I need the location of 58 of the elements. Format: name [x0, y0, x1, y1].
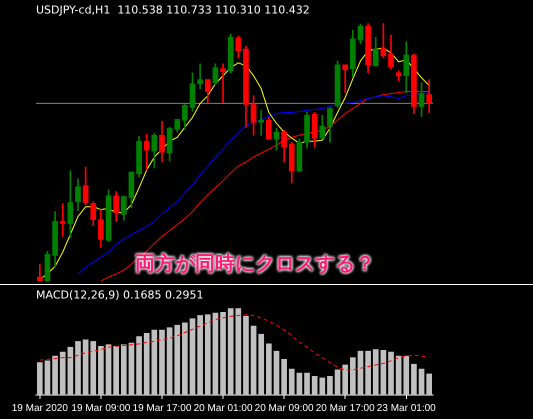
bar — [243, 316, 249, 395]
bar — [190, 318, 196, 395]
bar — [212, 312, 218, 395]
bar — [113, 346, 119, 395]
bar — [304, 372, 310, 395]
bar — [319, 378, 326, 395]
bar — [388, 352, 394, 395]
x-tick-label: 19 Mar 2020 — [12, 402, 68, 414]
bar — [60, 352, 66, 395]
bar — [342, 364, 348, 395]
chart-title: USDJPY-cd,H1 110.538 110.733 110.310 110.432 — [36, 3, 310, 16]
bar — [152, 330, 158, 395]
bar — [266, 344, 272, 395]
bar — [52, 356, 58, 395]
bar — [426, 374, 432, 395]
bar — [418, 368, 424, 395]
bar — [120, 344, 127, 395]
bar — [274, 350, 280, 395]
bar — [258, 334, 264, 395]
bar — [312, 376, 318, 395]
bar — [82, 339, 88, 395]
x-tick-label: 20 Mar 01:00 — [194, 402, 253, 414]
bar — [281, 358, 287, 395]
bar — [75, 341, 81, 395]
bar — [166, 327, 172, 395]
bar — [250, 326, 256, 395]
x-tick-label: 19 Mar 09:00 — [71, 402, 131, 414]
bar — [36, 362, 43, 395]
bar — [220, 312, 226, 395]
bar — [182, 322, 188, 395]
x-tick-label: 23 Mar 01:00 — [376, 402, 436, 414]
bar — [411, 364, 417, 395]
bar — [197, 315, 203, 395]
bar — [358, 350, 364, 395]
bar — [380, 350, 386, 395]
bar — [235, 308, 242, 395]
bar — [68, 346, 74, 395]
bar — [365, 350, 371, 395]
bar — [90, 341, 96, 395]
annotation: 両方が同時にクロスする？ — [135, 250, 375, 277]
bar — [98, 346, 104, 395]
bar — [159, 330, 165, 395]
x-tick-label: 20 Mar 09:00 — [254, 402, 314, 414]
bar — [403, 356, 410, 395]
x-tick-label: 19 Mar 17:00 — [132, 402, 192, 414]
bar — [204, 314, 211, 395]
bar — [296, 372, 302, 395]
bar — [144, 333, 150, 395]
bar — [372, 349, 379, 395]
bar — [228, 308, 234, 395]
bar — [288, 368, 295, 395]
bar — [350, 357, 356, 395]
bar — [174, 324, 180, 395]
bar — [44, 360, 50, 395]
bar — [396, 356, 402, 395]
x-tick-label: 20 Mar 17:00 — [316, 402, 376, 414]
chart-title: MACD(12,26,9) 0.1685 0.2951 — [36, 288, 204, 302]
bar — [106, 344, 112, 395]
